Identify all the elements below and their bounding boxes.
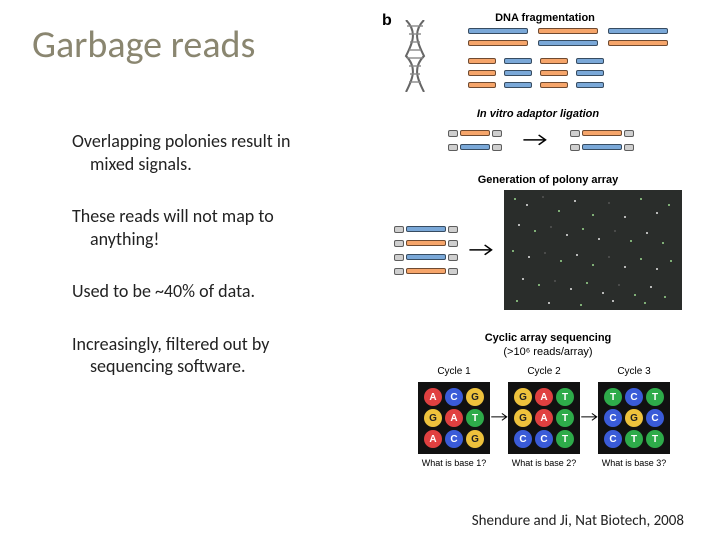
- cycle-label-1: Cycle 1: [418, 366, 490, 377]
- cycle-3: TCTCGCCTT: [598, 382, 670, 454]
- bullet-list: Overlapping polonies result in mixed sig…: [72, 130, 372, 408]
- citation: Shendure and Ji, Nat Biotech, 2008: [472, 512, 684, 530]
- cycle-label-2: Cycle 2: [508, 366, 580, 377]
- base-ball: C: [535, 430, 553, 448]
- base-ball: C: [514, 430, 532, 448]
- bullet-1: Overlapping polonies result in mixed sig…: [72, 130, 372, 175]
- base-ball: A: [445, 409, 463, 427]
- section-subtitle-cyclic: (>10⁶ reads/array): [448, 346, 648, 358]
- section-title-cyclic: Cyclic array sequencing: [448, 332, 648, 344]
- base-ball: T: [604, 388, 622, 406]
- bullet-1-line2: mixed signals.: [72, 153, 372, 176]
- bullet-1-line1: Overlapping polonies result in: [72, 130, 290, 152]
- base-ball: C: [646, 409, 664, 427]
- base-ball: G: [466, 388, 484, 406]
- section-title-ligation: In vitro adaptor ligation: [448, 108, 628, 120]
- bullet-2-line2: anything!: [72, 228, 372, 251]
- base-ball: A: [424, 388, 442, 406]
- base-ball: G: [514, 409, 532, 427]
- base-ball: A: [424, 430, 442, 448]
- arrow-icon: →: [522, 128, 547, 152]
- panel-label: b: [382, 12, 392, 30]
- base-ball: T: [466, 409, 484, 427]
- bullet-4: Increasingly, filtered out by sequencing…: [72, 333, 372, 378]
- base-ball: A: [535, 409, 553, 427]
- base-ball: G: [466, 430, 484, 448]
- polony-array-image: [504, 190, 682, 310]
- base-ball: C: [604, 430, 622, 448]
- bullet-2-line1: These reads will not map to: [72, 205, 274, 227]
- base-ball: G: [514, 388, 532, 406]
- base-ball: T: [646, 430, 664, 448]
- base-ball: T: [556, 388, 574, 406]
- bullet-4-line2: sequencing software.: [72, 355, 372, 378]
- base-ball: G: [625, 409, 643, 427]
- base-ball: T: [625, 430, 643, 448]
- dna-helix-icon: [400, 20, 430, 92]
- base-label-2: What is base 2?: [508, 458, 580, 468]
- section-title-fragmentation: DNA fragmentation: [460, 12, 630, 24]
- cycle-label-3: Cycle 3: [598, 366, 670, 377]
- arrow-icon: →: [468, 238, 493, 262]
- base-ball: C: [445, 430, 463, 448]
- page-title: Garbage reads: [32, 22, 255, 68]
- base-ball: T: [646, 388, 664, 406]
- bullet-2: These reads will not map to anything!: [72, 205, 372, 250]
- base-ball: A: [535, 388, 553, 406]
- bullet-4-line1: Increasingly, filtered out by: [72, 333, 269, 355]
- diagram-panel-b: b DNA fragmentation In vitro a: [382, 10, 694, 508]
- base-ball: T: [556, 430, 574, 448]
- cycle-1: ACGGATACG: [418, 382, 490, 454]
- base-ball: T: [556, 409, 574, 427]
- bullet-3: Used to be ~40% of data.: [72, 280, 372, 303]
- base-ball: G: [424, 409, 442, 427]
- base-label-1: What is base 1?: [418, 458, 490, 468]
- section-title-polony: Generation of polony array: [448, 174, 648, 186]
- arrow-icon: →: [580, 408, 598, 425]
- base-label-3: What is base 3?: [598, 458, 670, 468]
- cycle-2: GATGATCCT: [508, 382, 580, 454]
- arrow-icon: →: [490, 408, 508, 425]
- base-ball: C: [625, 388, 643, 406]
- base-ball: C: [604, 409, 622, 427]
- base-ball: C: [445, 388, 463, 406]
